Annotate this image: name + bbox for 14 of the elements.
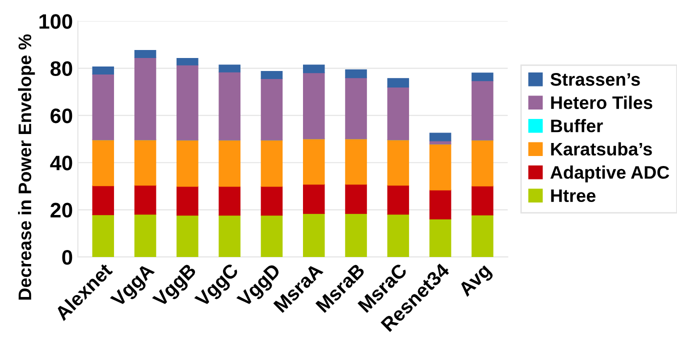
legend-label: Karatsuba’s bbox=[551, 142, 652, 156]
y-tick-label: 60 bbox=[50, 108, 72, 124]
y-tick-label: 100 bbox=[40, 14, 72, 29]
y-axis-title: Decrease in Power Envelope % bbox=[18, 34, 35, 300]
legend-label: Strassen’s bbox=[550, 73, 640, 86]
y-tick-label: 80 bbox=[50, 61, 72, 76]
legend-label: Adaptive ADC bbox=[550, 166, 670, 182]
y-tick-label: 0 bbox=[62, 250, 72, 265]
y-tick-label: 40 bbox=[50, 156, 72, 170]
x-tick-label: Avg bbox=[458, 263, 494, 300]
y-tick-label: 20 bbox=[50, 202, 72, 218]
legend-label: Buffer bbox=[551, 119, 603, 132]
legend-label: Hetero Tiles bbox=[551, 96, 652, 110]
legend-label: Htree bbox=[551, 189, 596, 202]
